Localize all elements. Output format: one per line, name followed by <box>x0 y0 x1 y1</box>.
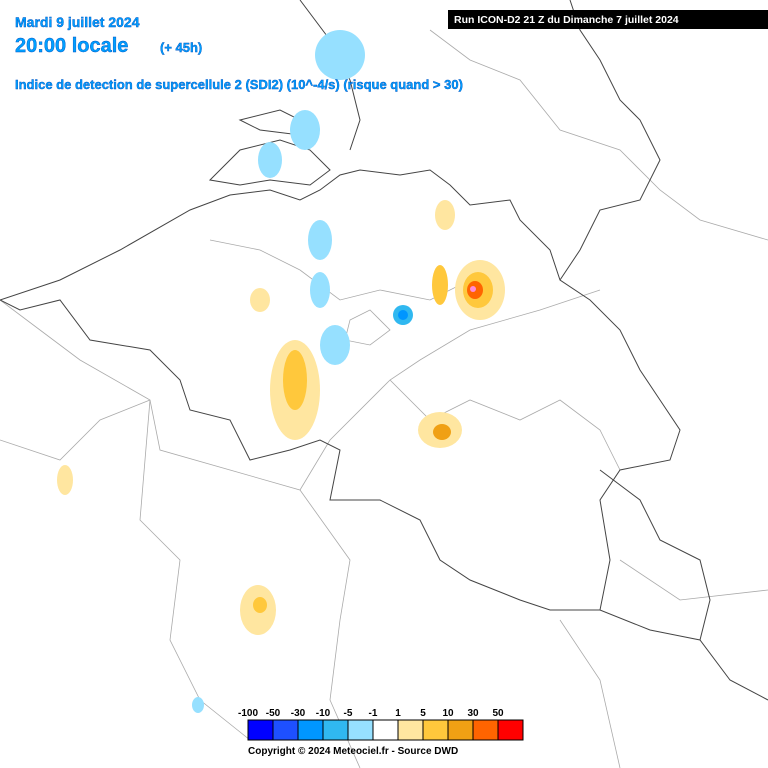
legend-label: -100 <box>238 708 258 719</box>
run-info: Run ICON-D2 21 Z du Dimanche 7 juillet 2… <box>454 14 679 26</box>
field <box>57 30 505 713</box>
forecast-lead: (+ 45h) <box>160 40 202 55</box>
legend-label: 5 <box>420 708 426 719</box>
parameter-title: Indice de detection de supercellule 2 (S… <box>15 77 463 92</box>
run-banner <box>448 10 768 29</box>
legend-swatch <box>347 719 374 741</box>
legend-swatch <box>472 719 499 741</box>
legend-swatch <box>272 719 299 741</box>
legend-swatch <box>322 719 349 741</box>
copyright: Copyright © 2024 Meteociel.fr - Source D… <box>248 746 458 757</box>
legend-label: 1 <box>395 708 401 719</box>
legend-swatch <box>247 719 274 741</box>
legend-label: -10 <box>316 708 331 719</box>
legend-label: -30 <box>291 708 306 719</box>
regions <box>0 29 768 768</box>
legend-swatch <box>422 719 449 741</box>
legend-swatch <box>397 719 424 741</box>
forecast-time: 20:00 locale <box>15 35 128 57</box>
legend-swatch <box>297 719 324 741</box>
legend-label: 10 <box>442 708 454 719</box>
legend-label: -50 <box>266 708 281 719</box>
legend-swatch <box>447 719 474 741</box>
forecast-date: Mardi 9 juillet 2024 <box>15 14 140 30</box>
legend-label: -1 <box>369 708 378 719</box>
legend-swatch <box>497 719 524 741</box>
legend-label: 50 <box>492 708 504 719</box>
legend-swatch <box>372 719 399 741</box>
legend-label: -5 <box>344 708 353 719</box>
legend-label: 30 <box>467 708 479 719</box>
borders <box>0 0 768 701</box>
legend: -100 -50 -30 -10 -5 -1 1 5 10 30 50 <box>238 708 524 741</box>
